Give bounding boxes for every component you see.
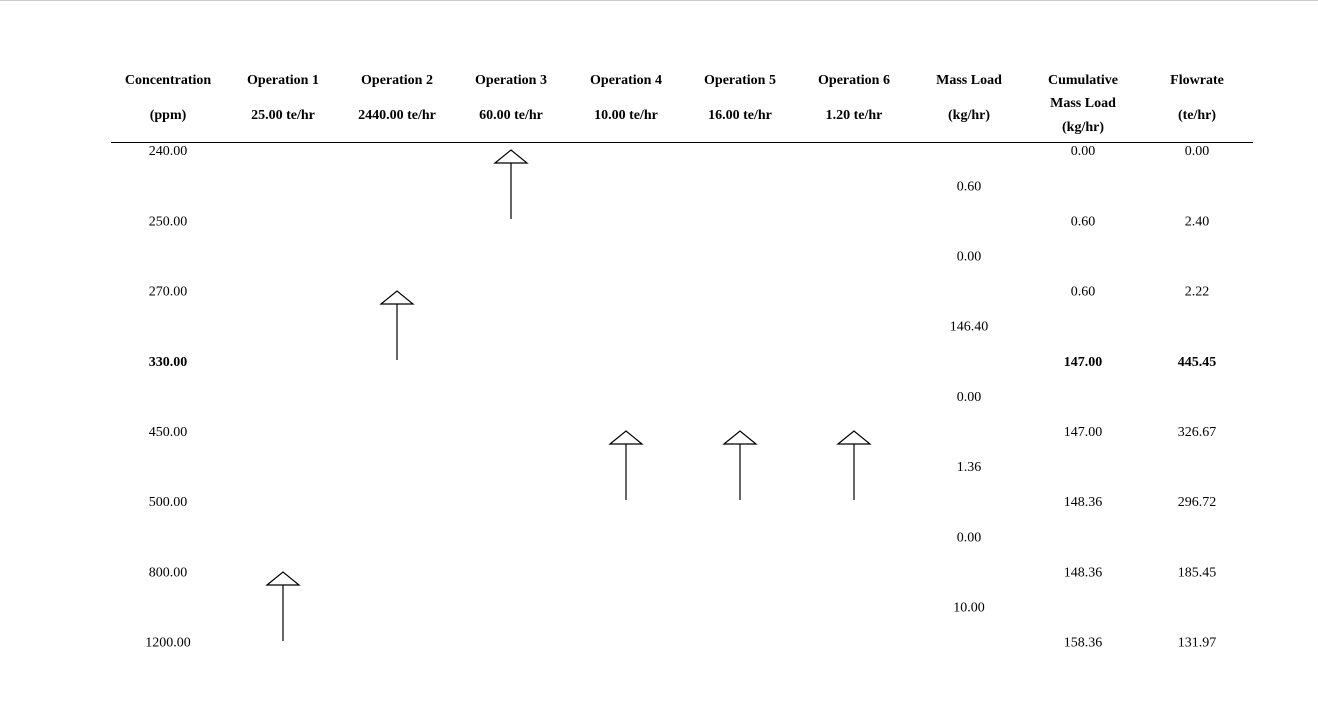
cumulative-mass-load: 147.00 [1064,425,1103,440]
operation-1-arrow [265,571,301,641]
concentration: 240.00 [149,144,188,159]
mass-load: 146.40 [950,320,989,335]
concentration: 250.00 [149,214,188,229]
concentration: 330.00 [149,355,188,370]
operation-5-arrow [722,430,758,500]
concentration: 450.00 [149,425,188,440]
header-text: Operation 1 [247,73,319,88]
header-text: (kg/hr) [1062,120,1104,135]
header-text: 10.00 te/hr [594,108,658,123]
concentration: 1200.00 [145,636,191,651]
header-text: Concentration [125,73,212,88]
concentration: 800.00 [149,565,188,580]
cumulative-mass-load: 0.60 [1071,214,1096,229]
header-text: (kg/hr) [948,108,990,123]
concentration: 270.00 [149,285,188,300]
header-text: Mass Load [1050,96,1116,111]
header-text: Operation 2 [361,73,433,88]
header-text: Operation 5 [704,73,776,88]
header-text: 16.00 te/hr [708,108,772,123]
cumulative-mass-load: 148.36 [1064,495,1103,510]
mass-load: 0.00 [957,530,982,545]
header-text: (ppm) [150,108,187,123]
flowrate: 2.40 [1185,214,1210,229]
cumulative-mass-load: 0.00 [1071,144,1096,159]
mass-load: 10.00 [953,601,985,616]
mass-load: 0.60 [957,179,982,194]
header-text: Mass Load [936,73,1002,88]
cumulative-mass-load: 148.36 [1064,565,1103,580]
flowrate: 2.22 [1185,285,1210,300]
flowrate: 185.45 [1178,565,1217,580]
operation-2-arrow [379,290,415,360]
mass-load: 0.00 [957,390,982,405]
operation-6-arrow [836,430,872,500]
mass-load: 0.00 [957,250,982,265]
header-text: 2440.00 te/hr [358,108,436,123]
header-text: Operation 4 [590,73,662,88]
flowrate: 296.72 [1178,495,1217,510]
header-text: 1.20 te/hr [826,108,883,123]
cumulative-mass-load: 147.00 [1064,355,1103,370]
header-text: (te/hr) [1178,108,1216,123]
concentration: 500.00 [149,495,188,510]
mass-load: 1.36 [957,460,982,475]
header-text: 60.00 te/hr [479,108,543,123]
header-text: Flowrate [1170,73,1224,88]
header-text: 25.00 te/hr [251,108,315,123]
operation-4-arrow [608,430,644,500]
header-text: Cumulative [1048,73,1118,88]
header-text: Operation 6 [818,73,890,88]
cumulative-mass-load: 0.60 [1071,285,1096,300]
flowrate: 326.67 [1178,425,1217,440]
flowrate: 131.97 [1178,636,1217,651]
flowrate: 445.45 [1178,355,1217,370]
flowrate: 0.00 [1185,144,1210,159]
header-text: Operation 3 [475,73,547,88]
cumulative-mass-load: 158.36 [1064,636,1103,651]
operation-3-arrow [493,149,529,219]
